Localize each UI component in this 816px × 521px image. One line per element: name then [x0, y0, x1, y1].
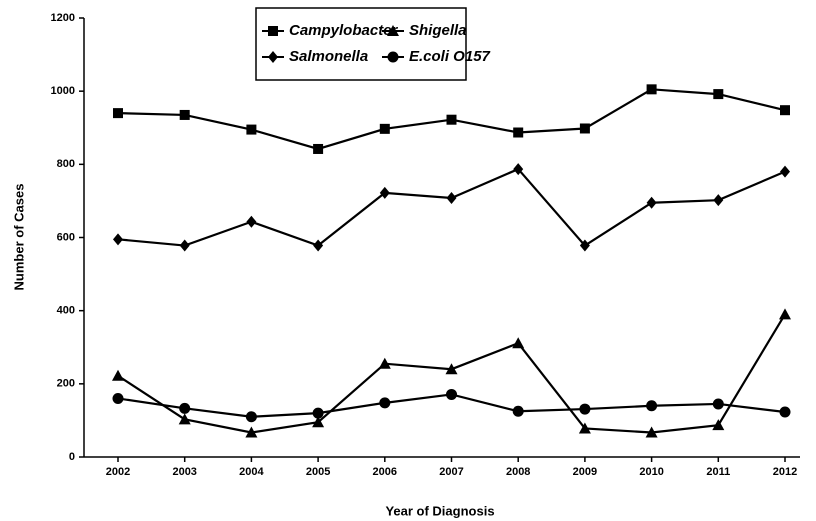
- marker: [387, 25, 399, 36]
- x-tick-label: 2003: [172, 466, 196, 478]
- marker: [179, 239, 190, 252]
- y-tick-label: 1200: [51, 12, 75, 24]
- marker: [446, 388, 457, 400]
- marker: [112, 369, 124, 381]
- y-axis-title: Number of Cases: [11, 184, 26, 291]
- marker: [178, 413, 191, 425]
- marker: [579, 403, 591, 415]
- marker: [645, 426, 658, 438]
- marker: [646, 196, 657, 209]
- x-tick-label: 2004: [239, 466, 264, 478]
- marker: [387, 51, 399, 63]
- marker: [713, 194, 724, 207]
- x-tick-label: 2005: [306, 466, 330, 478]
- marker: [445, 363, 458, 375]
- marker: [113, 108, 123, 119]
- marker: [512, 405, 524, 417]
- marker: [578, 422, 591, 434]
- marker: [378, 357, 391, 369]
- y-tick-label: 600: [57, 231, 75, 243]
- marker: [245, 426, 258, 438]
- x-tick-label: 2006: [373, 466, 397, 478]
- legend-label: Shigella: [409, 22, 467, 39]
- y-tick-label: 800: [57, 158, 75, 170]
- marker: [313, 239, 324, 252]
- x-tick-label: 2012: [773, 466, 797, 478]
- marker: [113, 233, 123, 246]
- y-tick-label: 1000: [51, 85, 75, 97]
- marker: [712, 398, 724, 410]
- x-tick-label: 2007: [439, 466, 463, 478]
- y-tick-label: 0: [69, 451, 75, 463]
- marker: [446, 114, 457, 125]
- legend-label: E.coli O157: [409, 48, 491, 65]
- x-tick-label: 2011: [706, 466, 730, 478]
- marker: [268, 26, 278, 36]
- x-tick-label: 2008: [506, 466, 530, 478]
- marker: [513, 163, 524, 176]
- legend-box: [255, 7, 467, 81]
- marker: [780, 105, 790, 116]
- series-line: [117, 167, 786, 247]
- marker: [313, 143, 324, 154]
- marker: [646, 400, 658, 412]
- marker: [112, 392, 124, 404]
- marker: [179, 402, 191, 414]
- marker: [512, 337, 525, 349]
- marker: [312, 407, 324, 419]
- marker: [779, 308, 791, 320]
- marker: [779, 406, 791, 418]
- marker: [268, 51, 278, 63]
- x-tick-label: 2002: [106, 466, 130, 478]
- marker: [245, 411, 257, 423]
- marker: [713, 89, 724, 100]
- marker: [246, 215, 257, 228]
- y-tick-label: 200: [57, 378, 75, 390]
- marker: [579, 123, 590, 134]
- marker: [246, 124, 257, 135]
- marker: [646, 84, 657, 95]
- marker: [579, 239, 590, 252]
- marker: [446, 191, 457, 204]
- x-tick-label: 2010: [639, 466, 663, 478]
- marker: [712, 419, 725, 431]
- marker: [179, 109, 190, 120]
- x-tick-label: 2009: [573, 466, 597, 478]
- marker: [312, 416, 325, 428]
- legend-label: Salmonella: [289, 48, 368, 65]
- marker: [379, 186, 390, 199]
- marker: [379, 397, 391, 409]
- marker: [780, 165, 790, 178]
- y-tick-label: 400: [57, 305, 75, 317]
- marker: [513, 127, 524, 138]
- marker: [379, 123, 390, 134]
- x-axis-title: Year of Diagnosis: [385, 503, 494, 518]
- legend-label: Campylobacter: [289, 22, 399, 39]
